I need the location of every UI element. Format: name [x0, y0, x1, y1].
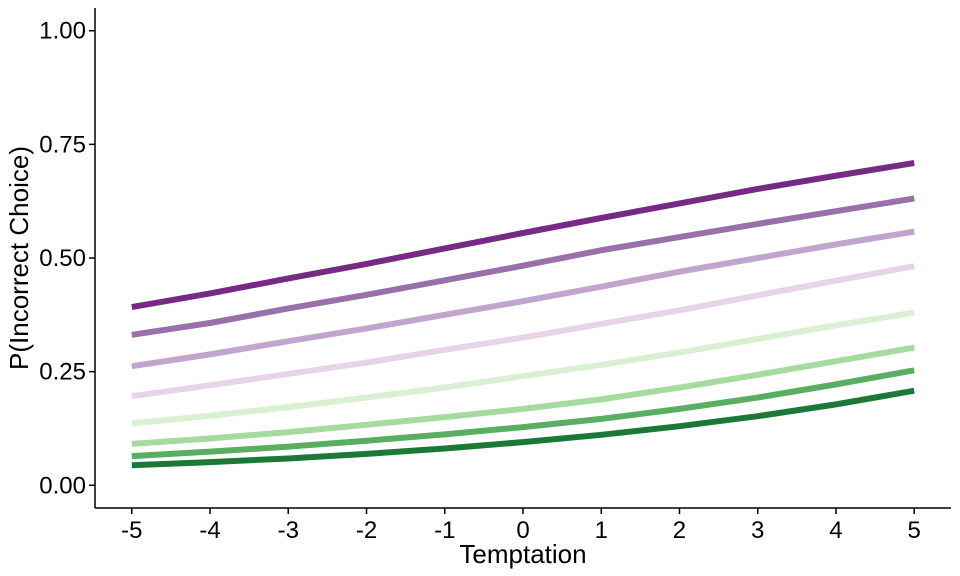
y-tick-label: 1.00: [39, 18, 86, 45]
y-tick-label: 0.50: [39, 245, 86, 272]
x-tick-label: -1: [434, 517, 455, 544]
x-tick-label: -5: [121, 517, 142, 544]
series-line-1: [131, 160, 915, 311]
series-line-5: [131, 309, 915, 427]
ticks-layer: -5 -4 -3 -2 -1 0 1 2 3 4 5 0.00 0.25 0.50 0.75 1.00: [39, 18, 921, 544]
series-line-7: [131, 367, 915, 460]
x-tick-label: 2: [673, 517, 686, 544]
series-layer: [131, 160, 915, 469]
series-line-4: [131, 263, 915, 400]
x-tick-label: 4: [829, 517, 842, 544]
series-line-6: [131, 344, 915, 447]
y-axis-title: P(Incorrect Choice): [4, 146, 34, 370]
x-tick-label: -4: [199, 517, 220, 544]
x-tick-label: 0: [516, 517, 529, 544]
x-tick-label: 3: [751, 517, 764, 544]
x-tick-label: -2: [356, 517, 377, 544]
y-tick-label: 0.75: [39, 131, 86, 158]
series-line-2: [131, 195, 915, 338]
series-line-8: [131, 387, 915, 469]
x-tick-label: 1: [595, 517, 608, 544]
x-tick-label: -3: [278, 517, 299, 544]
series-line-3: [131, 228, 915, 370]
x-axis-title: Temptation: [459, 539, 586, 569]
y-tick-label: 0.25: [39, 359, 86, 386]
axes-layer: [94, 8, 951, 509]
y-tick-label: 0.00: [39, 472, 86, 499]
x-tick-label: 5: [908, 517, 921, 544]
